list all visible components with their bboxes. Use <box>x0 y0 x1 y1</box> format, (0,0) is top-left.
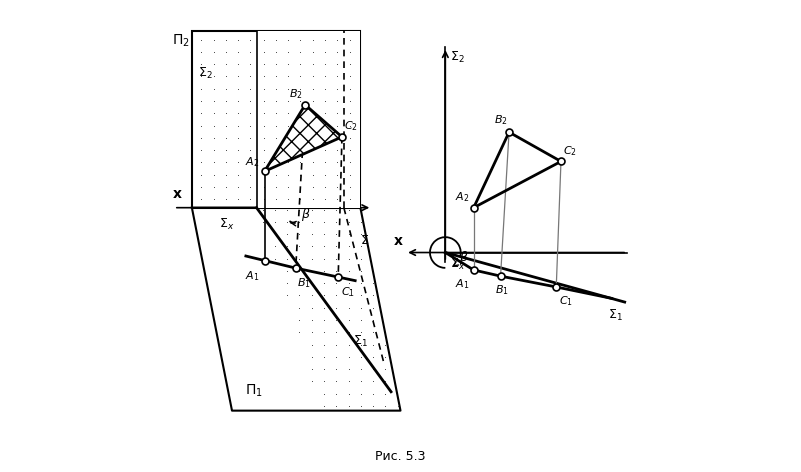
Text: $A_2$: $A_2$ <box>455 190 469 204</box>
Text: $\beta$: $\beta$ <box>458 249 468 266</box>
Text: $B_1$: $B_1$ <box>494 283 509 297</box>
Text: $C_1$: $C_1$ <box>340 286 355 299</box>
Text: $\beta$: $\beta$ <box>301 206 311 223</box>
Text: $\Sigma_1$: $\Sigma_1$ <box>353 334 368 349</box>
Text: $A_1$: $A_1$ <box>454 277 469 291</box>
Text: $\Pi_2$: $\Pi_2$ <box>171 33 189 50</box>
Polygon shape <box>256 31 360 208</box>
Text: $A_1$: $A_1$ <box>245 269 260 283</box>
Text: $C_2$: $C_2$ <box>344 119 358 133</box>
Text: $\Sigma$: $\Sigma$ <box>360 234 369 247</box>
Text: $\Sigma_x$: $\Sigma_x$ <box>450 257 465 272</box>
Text: Рис. 5.3: Рис. 5.3 <box>375 449 426 463</box>
Text: $C_2$: $C_2$ <box>563 144 578 158</box>
Text: $\Sigma_2$: $\Sigma_2$ <box>199 66 213 81</box>
Text: $\Sigma_x$: $\Sigma_x$ <box>219 217 234 232</box>
Text: $C_1$: $C_1$ <box>558 294 573 308</box>
Text: $\Sigma_2$: $\Sigma_2$ <box>450 50 465 65</box>
Text: $B_2$: $B_2$ <box>494 114 508 127</box>
Text: x: x <box>394 234 403 248</box>
Text: $A_2$: $A_2$ <box>245 155 260 169</box>
Text: x: x <box>173 186 182 201</box>
Text: $B_1$: $B_1$ <box>297 277 311 290</box>
Polygon shape <box>264 105 342 171</box>
Text: $\Sigma_1$: $\Sigma_1$ <box>608 308 622 323</box>
Text: $B_2$: $B_2$ <box>289 87 303 101</box>
Polygon shape <box>192 31 360 208</box>
Text: $\Pi_1$: $\Pi_1$ <box>245 382 263 399</box>
